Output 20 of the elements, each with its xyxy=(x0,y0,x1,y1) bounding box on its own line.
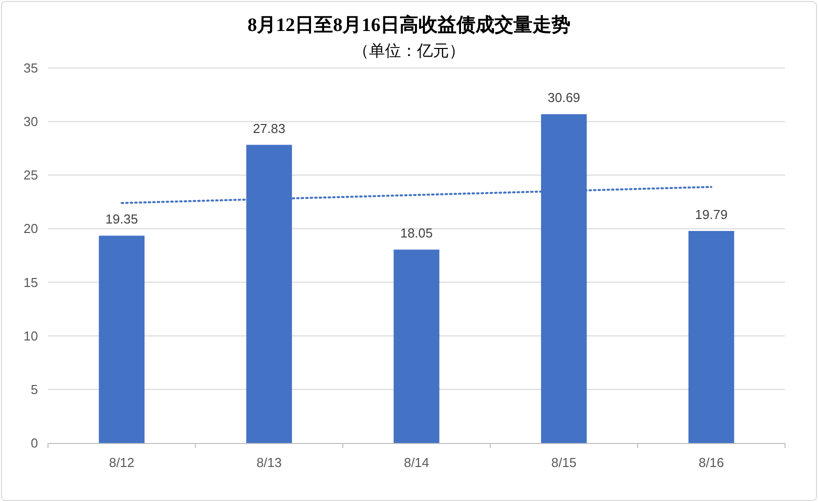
data-label: 18.05 xyxy=(400,226,433,241)
y-tick-label: 30 xyxy=(24,114,38,130)
y-tick-label: 15 xyxy=(24,274,38,290)
x-tick-label: 8/12 xyxy=(109,455,134,470)
x-tick-label: 8/14 xyxy=(404,455,430,470)
x-tick-label: 8/13 xyxy=(256,455,282,470)
title: 8月12日至8月16日高收益债成交量走势 xyxy=(248,15,570,36)
data-label: 19.35 xyxy=(105,212,138,227)
x-tick-label: 8/15 xyxy=(551,455,577,470)
y-tick-label: 10 xyxy=(24,328,38,344)
data-label: 30.69 xyxy=(548,90,580,106)
subtitle: （单位：亿元） xyxy=(353,43,465,60)
y-tick-label: 25 xyxy=(24,168,38,183)
y-tick-label: 5 xyxy=(30,382,38,397)
data-label: 19.79 xyxy=(695,206,728,222)
x-tick-label: 8/16 xyxy=(698,455,724,470)
data-label: 27.83 xyxy=(252,120,286,136)
y-tick-label: 0 xyxy=(30,436,38,450)
y-tick-label: 35 xyxy=(24,60,38,76)
y-tick-label: 20 xyxy=(24,221,38,236)
